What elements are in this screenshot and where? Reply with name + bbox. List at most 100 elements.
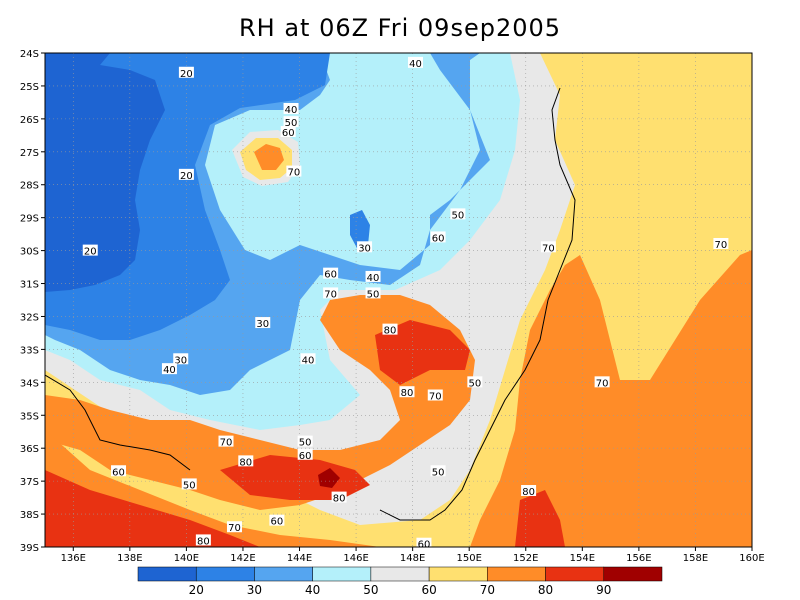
contour-label: 20 [180, 69, 193, 80]
contour-label: 40 [285, 105, 298, 116]
contour-label: 50 [468, 378, 481, 389]
contour-label-bg [238, 455, 254, 467]
contour-label: 80 [333, 494, 346, 505]
contour-label: 60 [112, 467, 125, 478]
contour-label: 70 [596, 378, 609, 389]
lat-tick-label: 34S [20, 378, 39, 389]
contour-label-bg [323, 287, 339, 299]
contour-label: 60 [432, 233, 445, 244]
colorbar: 20 30 40 50 60 70 80 90 [137, 566, 663, 597]
contour-label-bg [594, 376, 610, 388]
colorbar-label: 30 [247, 583, 262, 597]
lat-tick-label: 37S [20, 477, 39, 488]
contour-label: 60 [271, 517, 284, 528]
rh-fill-layer [45, 53, 752, 547]
lon-tick-label: 140E [174, 553, 199, 564]
lat-tick-label: 32S [20, 312, 39, 323]
contour-label: 70 [324, 289, 337, 300]
contour-label: 70 [715, 240, 728, 251]
contour-label-bg [427, 389, 443, 401]
contour-label: 40 [409, 59, 422, 70]
contour-label-bg [161, 363, 177, 375]
contour-label: 50 [452, 210, 465, 221]
contour-label: 70 [429, 392, 442, 403]
colorbar-swatch [137, 566, 197, 582]
contour-label-bg [365, 287, 381, 299]
contour-label: 80 [384, 326, 397, 337]
lat-tick-label: 38S [20, 510, 39, 521]
lon-tick-label: 144E [287, 553, 312, 564]
contour-label-bg [173, 353, 189, 365]
contour-label: 80 [197, 536, 210, 547]
rh-band-90-east-coast [515, 490, 565, 547]
contour-label-bg [399, 386, 415, 398]
contour-label-bg [297, 435, 313, 447]
contour-label: 60 [418, 540, 431, 551]
contour-label-bg [331, 491, 347, 503]
colorbar-label: 90 [596, 583, 611, 597]
lon-tick-label: 154E [570, 553, 595, 564]
contour-label-bg [540, 241, 556, 253]
lat-tick-label: 39S [20, 543, 39, 554]
contour-label: 80 [239, 457, 252, 468]
colorbar-label: 50 [363, 583, 378, 597]
contour-label: 60 [282, 128, 295, 139]
contour-label: 50 [367, 289, 380, 300]
contour-label-bg [280, 126, 296, 138]
colorbar-swatch [603, 566, 663, 582]
lon-tick-label: 138E [117, 553, 142, 564]
colorbar-label: 70 [480, 583, 495, 597]
lon-tick-label: 156E [626, 553, 651, 564]
colorbar-label: 20 [189, 583, 204, 597]
lon-tick-label: 152E [513, 553, 538, 564]
colorbar-swatch [487, 566, 546, 582]
lon-tick-label: 142E [230, 553, 255, 564]
contour-label-bg [430, 231, 446, 243]
contour-label-bg [430, 465, 446, 477]
contour-label-bg [195, 534, 211, 546]
colorbar-swatch [428, 566, 488, 582]
contour-label-bg [181, 478, 197, 490]
lat-tick-label: 26S [20, 115, 39, 126]
lon-tick-label: 136E [61, 553, 86, 564]
contour-label: 50 [299, 438, 312, 449]
contour-label: 50 [285, 118, 298, 129]
lat-tick-label: 24S [20, 49, 39, 60]
contour-label-bg [269, 514, 285, 526]
lat-tick-label: 33S [20, 345, 39, 356]
rh-band-90-east [375, 320, 470, 385]
colorbar-label: 60 [421, 583, 436, 597]
contour-label: 30 [174, 355, 187, 366]
colorbar-swatch [312, 566, 372, 582]
coastline-east [379, 87, 576, 521]
contour-label-bg [297, 448, 313, 460]
rh-band-90-south [45, 470, 260, 547]
contour-label-bg [407, 56, 423, 68]
colorbar-swatch [254, 566, 313, 582]
contour-label-bg [283, 102, 299, 114]
contour-label: 70 [542, 243, 555, 254]
lon-tick-label: 148E [400, 553, 425, 564]
contour-label: 20 [180, 171, 193, 182]
contour-label-bg [382, 323, 398, 335]
contour-label: 60 [299, 451, 312, 462]
contour-label: 40 [302, 355, 315, 366]
contour-label-bg [713, 238, 729, 250]
contour-label-bg [300, 353, 316, 365]
contour-label-bg [283, 116, 299, 128]
contour-label-bg [255, 317, 271, 329]
rh-spot-30s [350, 210, 370, 250]
contour-label: 70 [228, 523, 241, 534]
contour-label-bg [357, 241, 373, 253]
colorbar-swatch [370, 566, 430, 582]
rh-band-20-30 [45, 53, 165, 292]
contour-label: 70 [220, 438, 233, 449]
contour-label: 30 [358, 243, 371, 254]
lat-tick-label: 25S [20, 82, 39, 93]
contour-label: 80 [522, 487, 535, 498]
contour-label-bg [178, 168, 194, 180]
lat-tick-label: 27S [20, 148, 39, 159]
lat-tick-label: 31S [20, 280, 39, 291]
